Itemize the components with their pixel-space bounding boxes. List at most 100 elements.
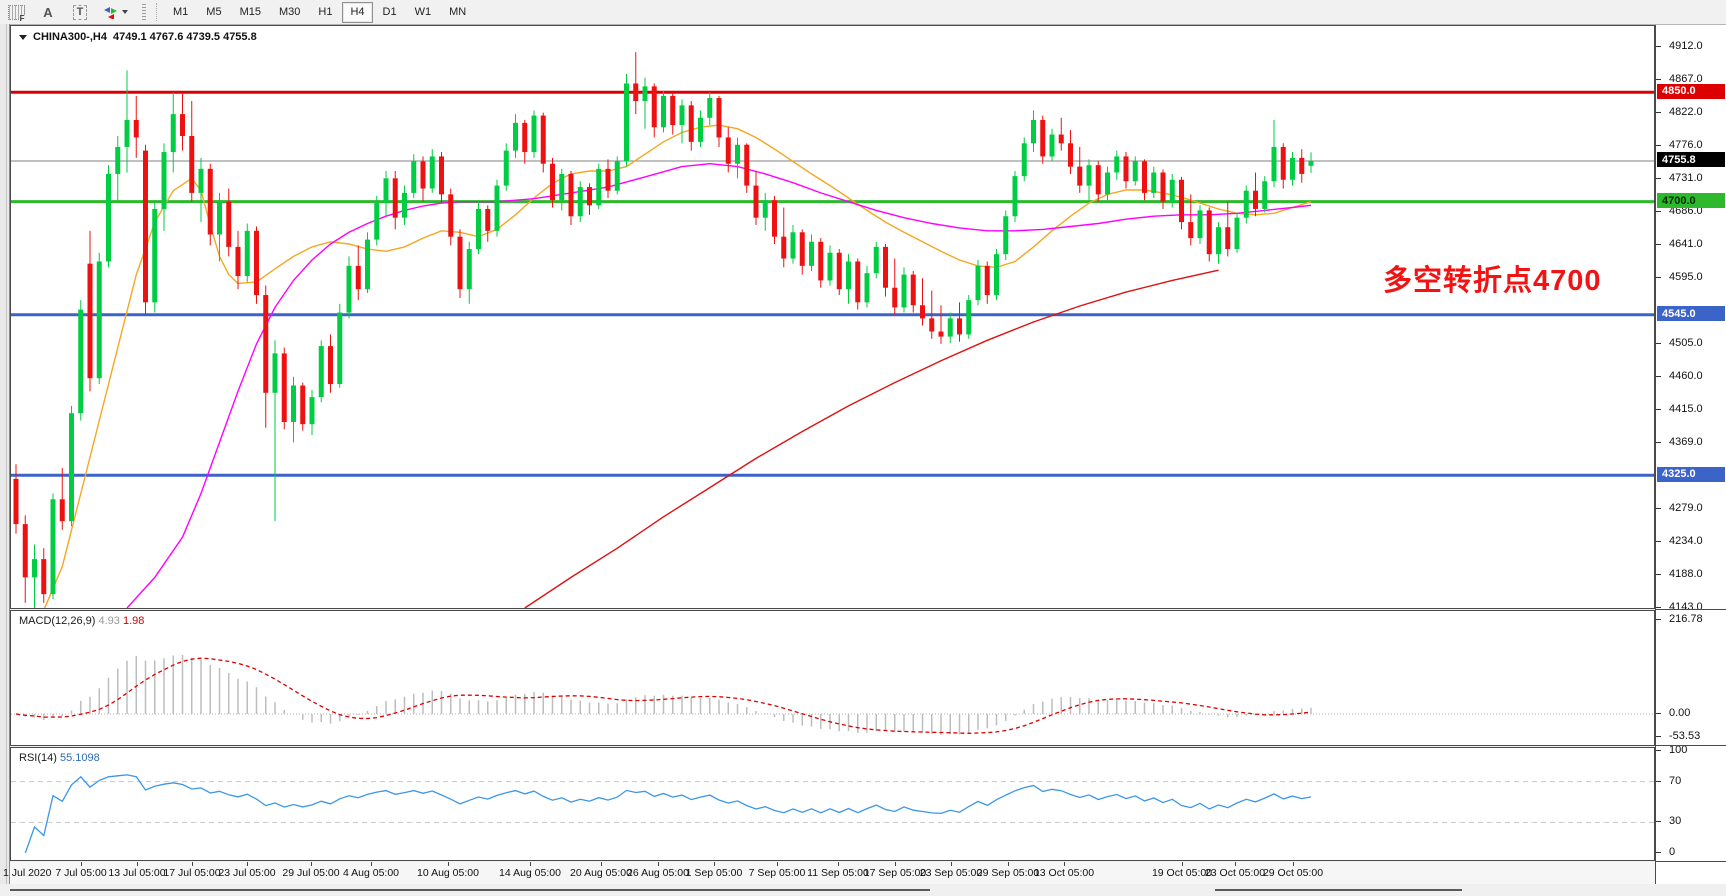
price-tick-mark xyxy=(1656,46,1661,47)
price-tick-mark xyxy=(1656,442,1661,444)
time-tick-label: 1 Sep 05:00 xyxy=(685,867,743,879)
time-tick-mark xyxy=(658,862,659,866)
price-tick-label: 4460.0 xyxy=(1669,369,1703,382)
time-tick-label: 13 Jul 05:00 xyxy=(108,867,166,879)
macd-tick-mark xyxy=(1656,619,1661,620)
time-tick-label: 1 Jul 2020 xyxy=(3,867,52,879)
macd-panel: MACD(12,26,9) 4.93 1.98 xyxy=(10,610,1655,746)
macd-axis-label: 216.78 xyxy=(1669,613,1703,625)
price-tick-label: 4505.0 xyxy=(1669,336,1703,349)
timeframe-button-h1[interactable]: H1 xyxy=(318,6,333,18)
time-tick-mark xyxy=(192,862,193,866)
price-tick-label: 4234.0 xyxy=(1669,534,1703,547)
macd-value-signal: 1.98 xyxy=(122,615,145,627)
timeframe-group: M1 M5 M15 M30 H1 H4 D1 W1 MN xyxy=(164,1,475,23)
time-tick-label: 14 Aug 05:00 xyxy=(499,867,561,879)
time-tick-mark xyxy=(137,862,138,866)
rsi-axis-label: 30 xyxy=(1669,815,1682,828)
text-annotate-button[interactable]: A xyxy=(33,1,63,23)
toolbar-separator xyxy=(156,3,158,21)
price-tick-label: 4143.0 xyxy=(1669,601,1703,613)
timeframe-button-m5[interactable]: M5 xyxy=(206,6,222,18)
price-tick-mark xyxy=(1656,178,1661,180)
letter-t-icon: T xyxy=(72,4,88,20)
toolbar: F A T M1 M5 M15 M30 H1 H4 D1 W1 MN xyxy=(0,0,1726,25)
rsi-value: 55.1098 xyxy=(59,752,100,764)
letter-a-icon: A xyxy=(43,4,53,20)
price-badge-4700-0: 4700.0 xyxy=(1657,193,1725,209)
time-tick-label: 20 Aug 05:00 xyxy=(570,867,632,879)
timeframe-button-h4[interactable]: H4 xyxy=(342,1,373,23)
window-bottom-strip xyxy=(0,884,1726,896)
time-tick-mark xyxy=(895,862,896,866)
price-tick-label: 4188.0 xyxy=(1669,568,1703,581)
time-tick-mark xyxy=(777,862,778,866)
price-tick-mark xyxy=(1656,607,1661,608)
price-tick-label: 4822.0 xyxy=(1669,105,1703,118)
price-tick-mark xyxy=(1656,243,1661,245)
time-tick-label: 23 Jul 05:00 xyxy=(218,867,276,879)
price-tick-mark xyxy=(1656,375,1661,377)
time-tick-mark xyxy=(311,862,312,866)
price-tick-label: 4912.0 xyxy=(1669,40,1703,52)
time-tick-label: 29 Oct 05:00 xyxy=(1262,867,1324,879)
time-tick-mark xyxy=(1182,862,1183,866)
window-divider xyxy=(1215,889,1462,891)
chart-annotation-text: 多空转折点4700 xyxy=(1383,265,1602,297)
price-tick-mark xyxy=(1656,277,1661,279)
price-badge-4545-0: 4545.0 xyxy=(1657,306,1725,322)
time-tick-label: 13 Oct 05:00 xyxy=(1033,867,1095,879)
macd-axis-label: -53.53 xyxy=(1669,730,1701,743)
toolbar-grip[interactable] xyxy=(142,4,146,20)
macd-chart[interactable] xyxy=(11,611,1654,745)
macd-axis-label: 0.00 xyxy=(1669,707,1691,719)
time-tick-mark xyxy=(1064,862,1065,866)
grid-tool-button[interactable]: F xyxy=(1,1,31,23)
price-tick-label: 4867.0 xyxy=(1669,72,1703,85)
price-tick-mark xyxy=(1656,540,1661,542)
timeframe-button-w1[interactable]: W1 xyxy=(414,6,432,18)
price-axis[interactable]: 4912.0 4867.0 4822.0 4776.0 4731.0 4686.0 4641… xyxy=(1655,25,1726,884)
shapes-tool-button[interactable] xyxy=(97,1,133,23)
dropdown-caret-icon xyxy=(122,10,128,14)
chart-title: CHINA300-,H4 4749.1 4767.6 4739.5 4755.8 xyxy=(19,31,257,43)
timeframe-button-m30[interactable]: M30 xyxy=(278,6,301,18)
price-tick-mark xyxy=(1656,111,1661,113)
time-tick-mark xyxy=(247,862,248,866)
rsi-label: RSI(14) 55.1098 xyxy=(19,752,100,764)
time-tick-label: 17 Sep 05:00 xyxy=(863,867,927,879)
macd-value-main: 4.93 xyxy=(98,615,120,627)
rsi-axis-label: 100 xyxy=(1669,744,1688,756)
timeframe-button-m15[interactable]: M15 xyxy=(239,6,261,18)
panel-separator xyxy=(1655,745,1726,746)
macd-name: MACD(12,26,9) xyxy=(19,615,96,627)
timeframe-button-d1[interactable]: D1 xyxy=(382,6,397,18)
time-tick-label: 19 Oct 05:00 xyxy=(1151,867,1213,879)
time-tick-label: 23 Sep 05:00 xyxy=(919,867,983,879)
candlestick-chart[interactable] xyxy=(11,26,1654,608)
time-tick-label: 23 Oct 05:00 xyxy=(1204,867,1266,879)
time-axis[interactable]: 1 Jul 2020 7 Jul 05:00 13 Jul 05:00 17 Jul … xyxy=(3,862,1655,884)
time-tick-mark xyxy=(1008,862,1009,866)
window-divider xyxy=(10,889,930,891)
time-tick-mark xyxy=(951,862,952,866)
rsi-chart[interactable] xyxy=(11,748,1654,860)
price-tick-label: 4776.0 xyxy=(1669,139,1703,152)
panel-separator xyxy=(1655,609,1726,610)
rsi-tick-mark xyxy=(1656,852,1661,853)
time-tick-mark xyxy=(714,862,715,866)
text-label-button[interactable]: T xyxy=(65,1,95,23)
price-tick-mark xyxy=(1656,574,1661,576)
time-tick-label: 17 Jul 05:00 xyxy=(163,867,221,879)
chart-title-caret-icon xyxy=(19,34,27,40)
rsi-tick-mark xyxy=(1656,750,1661,751)
price-tick-mark xyxy=(1656,210,1661,212)
price-badge-4755-8: 4755.8 xyxy=(1657,152,1725,168)
timeframe-button-m1[interactable]: M1 xyxy=(173,6,189,18)
grid-tool-label: F xyxy=(19,13,25,23)
rsi-tick-mark xyxy=(1656,821,1661,823)
price-badge-4850-0: 4850.0 xyxy=(1657,83,1725,99)
timeframe-button-mn[interactable]: MN xyxy=(449,6,467,18)
main-chart-panel: CHINA300-,H4 4749.1 4767.6 4739.5 4755.8… xyxy=(10,25,1655,609)
